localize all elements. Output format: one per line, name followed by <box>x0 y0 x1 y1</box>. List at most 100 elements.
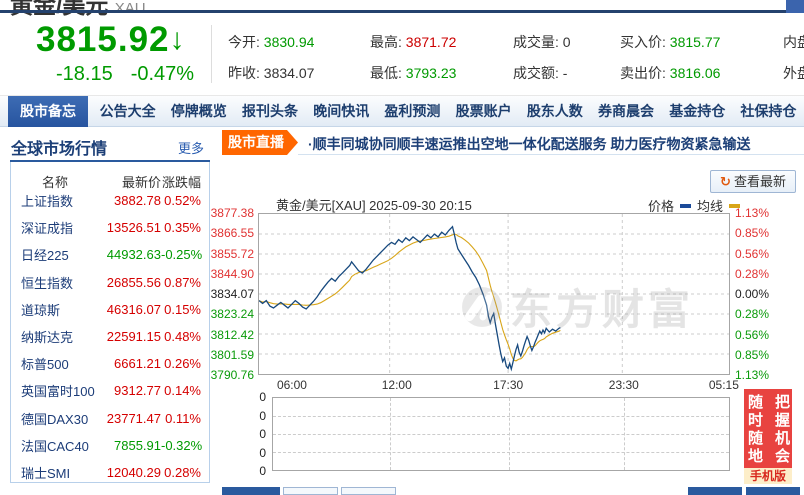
y-left-label: 3877.38 <box>210 206 254 220</box>
quote-field-label: 卖出价: <box>620 65 670 81</box>
bottom-tab-2-cut[interactable] <box>283 487 338 495</box>
current-price: 3815.92↓ <box>36 20 186 60</box>
nav-tab-基金持仓[interactable]: 基金持仓 <box>669 103 726 119</box>
y-right-label: 1.13% <box>735 368 770 382</box>
change-percent: -0.47% <box>130 63 195 85</box>
nav-tab-股票账户[interactable]: 股票账户 <box>455 103 512 119</box>
y-left-label: 3855.72 <box>210 246 254 261</box>
banner-text-line: 随时随地 <box>746 394 763 466</box>
nav-tab-股东人数[interactable]: 股东人数 <box>526 103 583 119</box>
table-row-英国富时100[interactable]: 英国富时100 9312.77 0.14% <box>11 377 209 404</box>
index-price: 12040.29 <box>106 465 161 480</box>
news-headline-link[interactable]: ·顺丰同城协同顺丰速运推出空地一体化配送服务 助力医疗物资紧急输送 <box>308 136 751 152</box>
bottom-tab-1-cut[interactable] <box>222 487 280 495</box>
quote-field-label: 昨收: <box>228 65 264 81</box>
table-row-纳斯达克[interactable]: 纳斯达克 22591.15 0.48% <box>11 323 209 350</box>
index-change: 0.11% <box>165 410 201 426</box>
y-right-label: 0.56% <box>735 327 770 342</box>
table-row-上证指数[interactable]: 上证指数 3882.78 0.52% <box>11 187 209 214</box>
tab-live-broadcast[interactable]: 股市直播 <box>222 130 298 155</box>
index-name: 深证成指 <box>21 221 74 237</box>
y-left-label: 3801.59 <box>210 347 254 362</box>
volume-axis-label: 0 <box>259 408 266 423</box>
bottom-tab-3-cut[interactable] <box>341 487 396 495</box>
volume-gridline-v <box>509 398 510 470</box>
volume-axis-label: 0 <box>259 445 266 460</box>
quote-field-value: 3816.06 <box>669 65 721 81</box>
index-name: 瑞士SMI <box>21 466 71 481</box>
refresh-latest-button[interactable]: ↻ 查看最新 <box>710 170 796 193</box>
nav-tab-券商晨会[interactable]: 券商晨会 <box>598 103 655 119</box>
x-axis-label-05:15: 05:15 <box>708 378 739 392</box>
y-left-label: 3844.90 <box>210 266 254 281</box>
table-row-标普500[interactable]: 标普500 6661.21 0.26% <box>11 350 209 377</box>
global-markets-table: 名称 最新价 涨跌幅 上证指数 3882.78 0.52% 深证成指 13526.51 0.35… <box>10 162 210 483</box>
quote-field-label: 最低: <box>370 65 406 81</box>
change-value: -18.15 <box>56 63 113 85</box>
nav-tab-公告大全[interactable]: 公告大全 <box>99 103 156 119</box>
nav-tab-股市备忘[interactable]: 股市备忘 <box>8 96 88 127</box>
quote-field-value: 3815.77 <box>669 34 721 50</box>
x-axis-label-17:30: 17:30 <box>493 378 524 392</box>
index-price: 9312.77 <box>114 383 161 399</box>
chart-legend: 价格 均线 <box>648 196 741 215</box>
price-line <box>258 225 561 372</box>
quote-field: 内盘: <box>783 32 804 52</box>
index-name: 日经225 <box>21 248 69 264</box>
quote-field-label: 外盘: <box>783 65 804 81</box>
index-price: 26855.56 <box>106 274 161 290</box>
quote-field-value: 3830.94 <box>263 34 315 50</box>
table-row-道琼斯[interactable]: 道琼斯 46316.07 0.15% <box>11 296 209 323</box>
col-header-name: 名称 <box>41 175 68 190</box>
mobile-app-banner-footer[interactable]: 手机版 <box>744 468 792 484</box>
quote-field: 今开: 3830.94 <box>228 32 314 52</box>
table-row-法国CAC40[interactable]: 法国CAC40 7855.91 -0.32% <box>11 432 209 459</box>
quote-field-label: 成交额: <box>513 65 563 81</box>
volume-axis-label: 0 <box>259 427 266 441</box>
table-row-恒生指数[interactable]: 恒生指数 26855.56 0.87% <box>11 269 209 296</box>
quote-field: 昨收: 3834.07 <box>228 63 314 83</box>
quote-field-label: 买入价: <box>620 34 670 50</box>
quote-field: 成交额: - <box>513 63 567 83</box>
quote-field-value: - <box>562 65 568 81</box>
instrument-symbol: XAU <box>114 0 146 17</box>
index-price: 6661.21 <box>114 356 161 372</box>
corner-button-cut[interactable] <box>786 0 804 13</box>
table-row-日经225[interactable]: 日经225 44932.63 -0.25% <box>11 241 209 268</box>
nav-tab-报刊头条[interactable]: 报刊头条 <box>242 103 298 119</box>
quote-field-value: 3793.23 <box>405 65 457 81</box>
price-down-arrow-icon: ↓ <box>169 23 186 56</box>
y-left-label: 3812.42 <box>210 327 254 342</box>
y-right-label: 0.28% <box>735 307 770 322</box>
table-row-深证成指[interactable]: 深证成指 13526.51 0.35% <box>11 214 209 241</box>
quote-field-label: 最高: <box>370 34 406 50</box>
table-row-德国DAX30[interactable]: 德国DAX30 23771.47 0.11% <box>11 405 209 432</box>
mobile-app-banner[interactable]: 随时随地 把握机会 <box>744 389 792 468</box>
nav-tab-停牌概览[interactable]: 停牌概览 <box>170 103 227 119</box>
col-header-change: 涨跌幅 <box>161 175 201 190</box>
bottom-button-2-cut[interactable] <box>746 487 800 495</box>
index-change: 0.15% <box>164 301 201 317</box>
nav-tab-晚间快讯[interactable]: 晚间快讯 <box>313 103 370 119</box>
nav-tab-社保持仓[interactable]: 社保持仓 <box>740 103 797 119</box>
legend-label: 价格 <box>648 199 675 214</box>
index-price: 7855.91 <box>114 437 161 453</box>
nav-tab-盈利预测[interactable]: 盈利预测 <box>384 103 441 119</box>
index-change: 0.35% <box>164 220 201 236</box>
volume-panel <box>272 397 730 471</box>
y-right-label: 0.00% <box>735 287 770 301</box>
table-row-瑞士SMI[interactable]: 瑞士SMI 12040.29 0.28% <box>11 459 209 486</box>
quote-field-value: 3834.07 <box>263 65 315 81</box>
bottom-button-1-cut[interactable] <box>688 487 742 495</box>
quote-field: 最低: 3793.23 <box>370 63 456 83</box>
legend-label: 均线 <box>697 199 724 214</box>
y-right-label: 1.13% <box>735 206 770 220</box>
index-price: 46316.07 <box>106 301 161 317</box>
volume-gridline-h <box>273 416 729 417</box>
index-change: -0.32% <box>161 437 203 453</box>
sidebar-more-link[interactable]: 更多 <box>178 141 205 156</box>
index-change: 0.52% <box>164 193 201 208</box>
y-left-label: 3823.24 <box>210 307 254 322</box>
index-name: 恒生指数 <box>21 275 74 291</box>
index-name: 标普500 <box>21 357 69 373</box>
